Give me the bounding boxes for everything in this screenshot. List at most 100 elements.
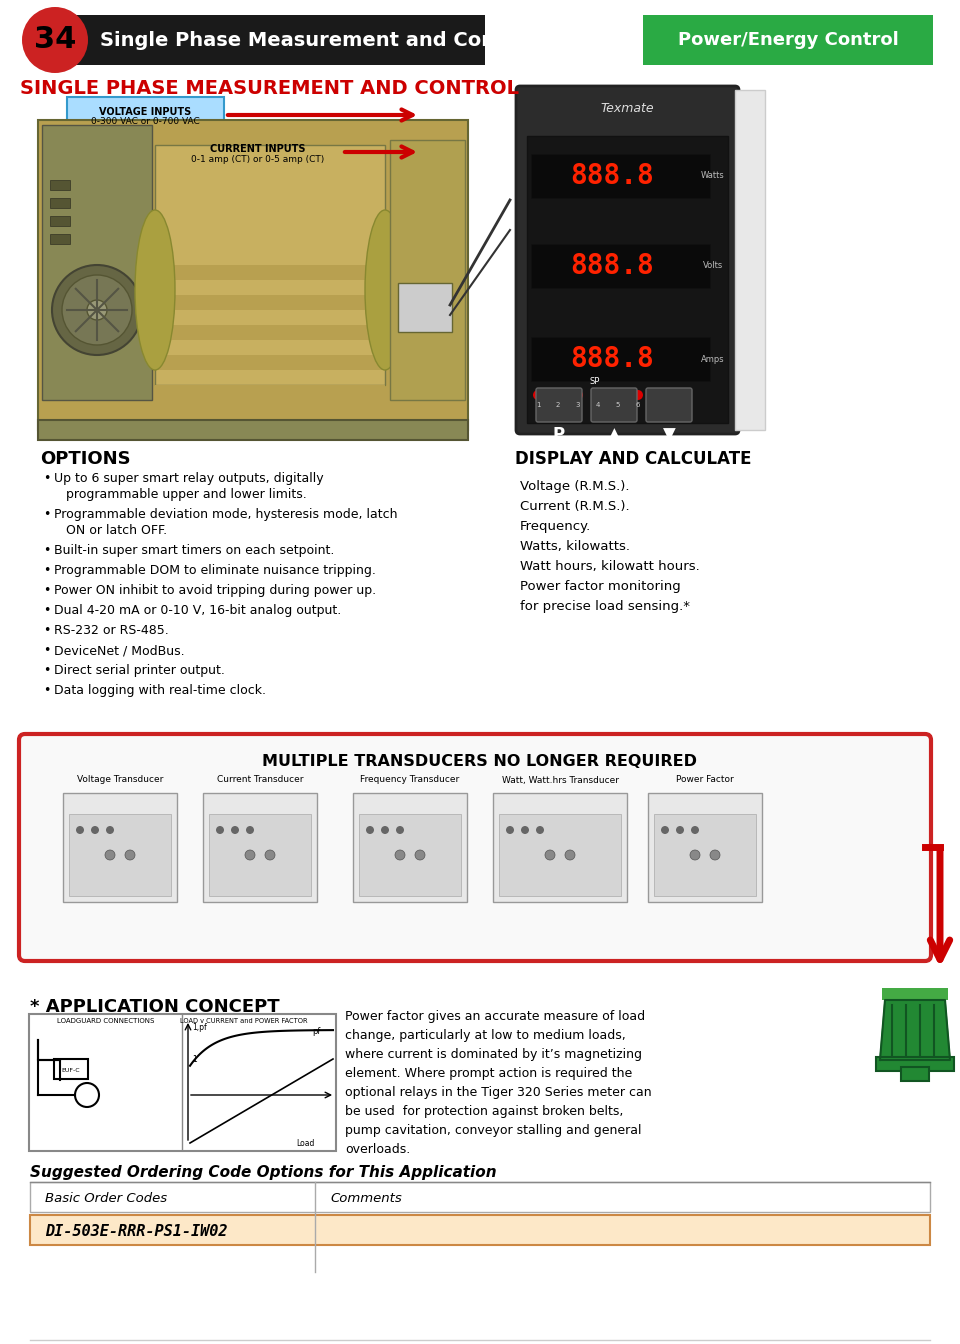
- Text: 1: 1: [536, 402, 540, 409]
- FancyBboxPatch shape: [30, 1215, 930, 1245]
- Text: ▲: ▲: [608, 426, 620, 444]
- FancyBboxPatch shape: [876, 1056, 954, 1071]
- Text: VOLTAGE INPUTS: VOLTAGE INPUTS: [99, 108, 191, 117]
- Circle shape: [661, 827, 669, 835]
- FancyBboxPatch shape: [536, 388, 582, 422]
- Text: Amps: Amps: [701, 355, 725, 363]
- Circle shape: [231, 827, 239, 835]
- Circle shape: [245, 849, 255, 860]
- FancyBboxPatch shape: [30, 1181, 930, 1212]
- Text: Programmable DOM to eliminate nuisance tripping.: Programmable DOM to eliminate nuisance t…: [54, 564, 376, 577]
- Circle shape: [106, 827, 114, 835]
- Text: Watts: Watts: [701, 172, 725, 180]
- Text: 4: 4: [596, 402, 600, 409]
- FancyBboxPatch shape: [54, 1059, 88, 1079]
- Text: •: •: [43, 544, 50, 556]
- Text: 2: 2: [556, 402, 561, 409]
- Text: element. Where prompt action is required the: element. Where prompt action is required…: [345, 1067, 633, 1081]
- Text: 888.8: 888.8: [570, 345, 654, 374]
- Ellipse shape: [365, 210, 405, 370]
- Text: EUF-C: EUF-C: [61, 1067, 81, 1073]
- Text: DI-503E-RRR-PS1-IW02: DI-503E-RRR-PS1-IW02: [45, 1223, 228, 1239]
- Text: RS-232 or RS-485.: RS-232 or RS-485.: [54, 624, 169, 637]
- Text: ▼: ▼: [662, 426, 676, 444]
- Text: optional relays in the Tiger 320 Series meter can: optional relays in the Tiger 320 Series …: [345, 1086, 652, 1099]
- Text: Power/Energy Control: Power/Energy Control: [678, 31, 899, 48]
- Text: Data logging with real-time clock.: Data logging with real-time clock.: [54, 684, 266, 698]
- Ellipse shape: [135, 210, 175, 370]
- Circle shape: [633, 390, 643, 401]
- Circle shape: [395, 849, 405, 860]
- Circle shape: [125, 849, 135, 860]
- Text: •: •: [43, 585, 50, 597]
- FancyBboxPatch shape: [155, 384, 385, 401]
- Text: Power Factor: Power Factor: [676, 775, 733, 785]
- Circle shape: [676, 827, 684, 835]
- Text: ON or latch OFF.: ON or latch OFF.: [54, 524, 167, 538]
- FancyBboxPatch shape: [29, 1013, 336, 1150]
- Circle shape: [691, 827, 699, 835]
- Text: •: •: [43, 624, 50, 637]
- FancyBboxPatch shape: [19, 734, 931, 961]
- FancyBboxPatch shape: [654, 814, 756, 896]
- Text: Watts, kilowatts.: Watts, kilowatts.: [520, 540, 630, 552]
- Text: 34: 34: [34, 26, 76, 55]
- Text: CURRENT INPUTS: CURRENT INPUTS: [210, 144, 305, 155]
- Text: OPTIONS: OPTIONS: [40, 450, 131, 468]
- Text: •: •: [43, 644, 50, 657]
- Circle shape: [415, 849, 425, 860]
- Circle shape: [396, 827, 404, 835]
- FancyBboxPatch shape: [359, 814, 461, 896]
- Text: where current is dominated by it’s magnetizing: where current is dominated by it’s magne…: [345, 1048, 642, 1060]
- Circle shape: [521, 827, 529, 835]
- Text: 0-1 amp (CT) or 0-5 amp (CT): 0-1 amp (CT) or 0-5 amp (CT): [191, 155, 324, 164]
- Circle shape: [246, 827, 254, 835]
- Text: •: •: [43, 684, 50, 698]
- FancyBboxPatch shape: [155, 355, 385, 370]
- FancyBboxPatch shape: [493, 793, 627, 902]
- Circle shape: [105, 849, 115, 860]
- Text: Up to 6 super smart relay outputs, digitally: Up to 6 super smart relay outputs, digit…: [54, 472, 324, 485]
- FancyBboxPatch shape: [38, 120, 468, 430]
- Text: change, particularly at low to medium loads,: change, particularly at low to medium lo…: [345, 1030, 626, 1042]
- Text: LOADGUARD CONNECTIONS: LOADGUARD CONNECTIONS: [58, 1017, 155, 1024]
- Text: * APPLICATION CONCEPT: * APPLICATION CONCEPT: [30, 999, 279, 1016]
- Circle shape: [573, 390, 583, 401]
- Text: Power factor monitoring: Power factor monitoring: [520, 581, 681, 593]
- FancyBboxPatch shape: [38, 419, 468, 439]
- FancyBboxPatch shape: [648, 793, 762, 902]
- Circle shape: [366, 827, 374, 835]
- Circle shape: [710, 849, 720, 860]
- FancyBboxPatch shape: [499, 814, 621, 896]
- Text: 3: 3: [576, 402, 580, 409]
- FancyBboxPatch shape: [50, 198, 70, 208]
- Circle shape: [690, 849, 700, 860]
- Text: Texmate: Texmate: [600, 102, 654, 114]
- FancyBboxPatch shape: [42, 125, 152, 401]
- Text: for precise load sensing.*: for precise load sensing.*: [520, 599, 690, 613]
- Text: Built-in super smart timers on each setpoint.: Built-in super smart timers on each setp…: [54, 544, 334, 556]
- Circle shape: [91, 827, 99, 835]
- Circle shape: [536, 827, 544, 835]
- FancyBboxPatch shape: [901, 1067, 929, 1081]
- Text: Current Transducer: Current Transducer: [217, 775, 303, 785]
- Text: 5: 5: [615, 402, 620, 409]
- Circle shape: [381, 827, 389, 835]
- FancyBboxPatch shape: [155, 145, 385, 384]
- Text: •: •: [43, 664, 50, 677]
- Text: •: •: [43, 564, 50, 577]
- Text: pump cavitation, conveyor stalling and general: pump cavitation, conveyor stalling and g…: [345, 1124, 641, 1137]
- Text: Frequency.: Frequency.: [520, 520, 591, 534]
- Circle shape: [533, 390, 543, 401]
- Text: •: •: [43, 508, 50, 521]
- FancyBboxPatch shape: [882, 988, 948, 1000]
- Circle shape: [87, 300, 107, 320]
- Text: Single Phase Measurement and Control: Single Phase Measurement and Control: [100, 31, 535, 50]
- FancyBboxPatch shape: [55, 15, 485, 65]
- Text: be used  for protection against broken belts,: be used for protection against broken be…: [345, 1105, 623, 1118]
- Text: Watt, Watt.hrs Transducer: Watt, Watt.hrs Transducer: [501, 775, 618, 785]
- FancyBboxPatch shape: [50, 234, 70, 245]
- Text: 888.8: 888.8: [570, 253, 654, 280]
- Text: Frequency Transducer: Frequency Transducer: [360, 775, 460, 785]
- FancyBboxPatch shape: [646, 388, 692, 422]
